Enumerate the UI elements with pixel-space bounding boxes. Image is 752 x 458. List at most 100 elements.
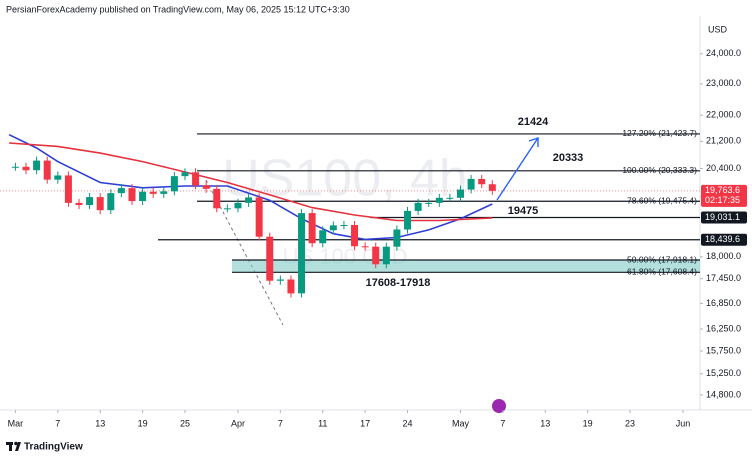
fib-label: 61.80% (17,608.4) [627, 267, 697, 277]
x-tick-label: 7 [278, 418, 283, 428]
price-tag-label: 18,439.6 [705, 234, 740, 244]
candle [107, 193, 115, 211]
x-tick-label: Apr [231, 418, 245, 428]
y-tick-label: 18,000.0 [706, 251, 741, 261]
candle [149, 191, 157, 194]
footer-brand: TradingView [24, 442, 83, 453]
y-tick-label: 15,750.0 [706, 345, 741, 355]
moving-average [8, 133, 493, 241]
price-tag [701, 211, 747, 224]
annotation: 17608-17918 [366, 277, 431, 289]
price-tag [701, 233, 747, 246]
y-tick-label: 16,250.0 [706, 323, 741, 333]
x-tick-label: 13 [95, 418, 105, 428]
candle [393, 229, 401, 247]
x-tick-label: Jun [676, 418, 691, 428]
y-tick-label: 20,400.0 [706, 163, 741, 173]
y-tick-label: 24,000.0 [706, 48, 741, 58]
annotation: 20333 [553, 152, 584, 164]
x-tick-label: 25 [180, 418, 190, 428]
annotation: 19475 [508, 205, 539, 217]
price-tag-label: 19,031.1 [705, 212, 740, 222]
candle [319, 230, 327, 244]
candle [86, 197, 94, 206]
x-tick-label: 7 [55, 418, 60, 428]
candle [11, 166, 19, 168]
candle [234, 202, 242, 209]
candle [223, 208, 231, 210]
candle [33, 160, 41, 171]
x-tick-label: 13 [540, 418, 550, 428]
candle [128, 188, 136, 202]
candle [351, 224, 359, 247]
y-tick-label: 17,450.0 [706, 273, 741, 283]
candle [64, 175, 72, 203]
x-tick-label: 24 [403, 418, 413, 428]
candle [192, 172, 200, 186]
candle [170, 176, 178, 192]
moving-average [9, 142, 493, 222]
annotation: 21424 [518, 116, 549, 128]
candle [298, 213, 306, 294]
y-tick-label: 22,000.0 [706, 110, 741, 120]
candle [245, 197, 253, 203]
candle [22, 166, 30, 171]
fib-zone [232, 260, 700, 273]
y-tick-label: 23,000.0 [706, 78, 741, 88]
candle [488, 184, 496, 191]
candle [372, 246, 380, 265]
candle [467, 178, 475, 190]
candle [404, 210, 412, 230]
last-price-label: 19,763.6 [705, 185, 740, 195]
candle [446, 197, 454, 199]
candle [139, 191, 147, 202]
candle [160, 191, 168, 194]
event-icon [492, 399, 506, 413]
candle [213, 188, 221, 209]
candle [361, 246, 369, 248]
y-tick-label: 21,200.0 [706, 136, 741, 146]
fib-label: 127.20% (21,423.7) [622, 128, 697, 138]
candle [340, 224, 348, 226]
y-tick-label: 16,850.0 [706, 298, 741, 308]
candle [287, 279, 295, 294]
candle [43, 160, 51, 180]
x-tick-label: 19 [138, 418, 148, 428]
candle [181, 172, 189, 177]
candle [96, 197, 104, 211]
candle [435, 197, 443, 203]
candle [478, 178, 486, 185]
candle [382, 246, 390, 265]
candle [308, 213, 316, 244]
candle [266, 236, 274, 281]
x-tick-label: 7 [500, 418, 505, 428]
candle [54, 175, 62, 180]
candle [202, 185, 210, 189]
y-tick-label: 15,250.0 [706, 368, 741, 378]
candle [276, 279, 284, 281]
last-price-tag [701, 184, 747, 207]
x-tick-label: 11 [318, 418, 327, 428]
projection-arrow [496, 137, 539, 201]
candle [75, 202, 83, 206]
x-tick-label: May [452, 418, 470, 428]
candle [329, 225, 337, 231]
candle [255, 197, 263, 237]
fib-label: 78.60% (19,475.4) [627, 195, 697, 205]
fib-label: 50.00% (17,918.1) [627, 254, 697, 264]
x-tick-label: 23 [625, 418, 635, 428]
candle [425, 202, 433, 204]
candle [414, 202, 422, 211]
x-tick-label: 17 [360, 418, 370, 428]
byline: PersianForexAcademy published on Trading… [6, 4, 350, 14]
countdown: 02:17:35 [705, 195, 740, 205]
currency: USD [708, 24, 728, 34]
candle [457, 189, 465, 198]
y-tick-label: 14,800.0 [706, 389, 741, 399]
tv-logo [6, 441, 21, 451]
x-tick-label: 19 [583, 418, 593, 428]
candle [117, 188, 125, 194]
fib-label: 100.00% (20,333.3) [622, 165, 697, 175]
x-tick-label: Mar [8, 418, 24, 428]
